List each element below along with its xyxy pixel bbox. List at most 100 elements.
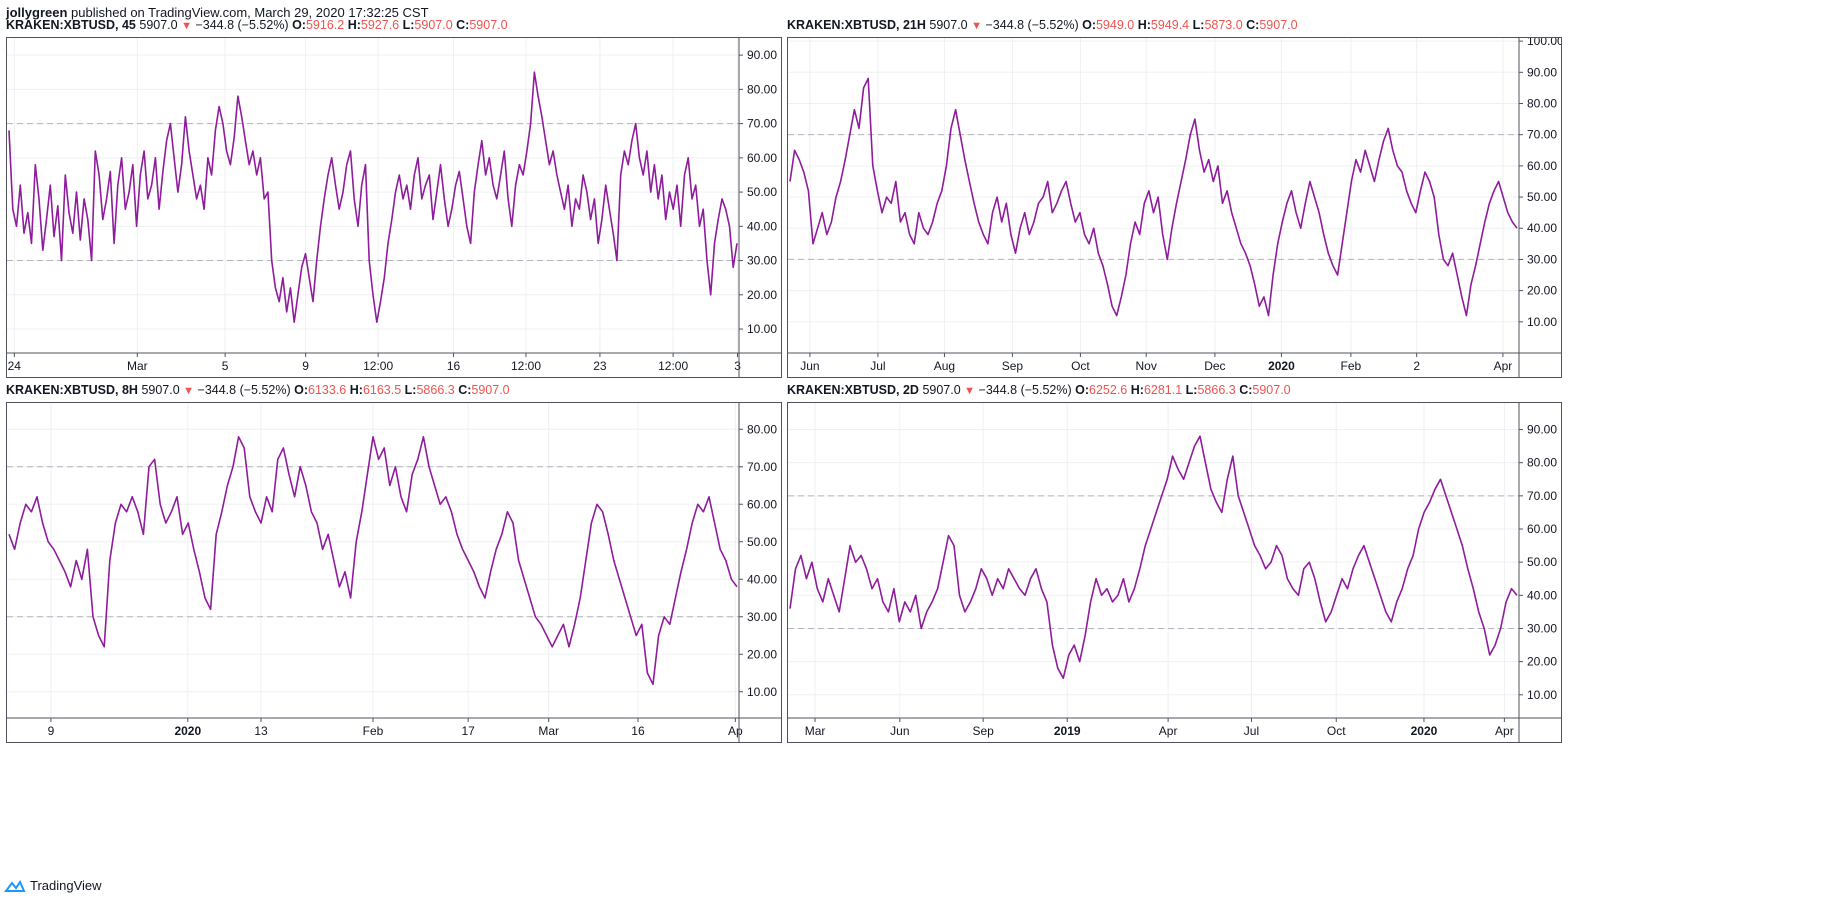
y-tick-label: 70.00 <box>1527 489 1557 503</box>
y-tick-label: 80.00 <box>1527 456 1557 470</box>
ohlc-legend: KRAKEN:XBTUSD, 45 5907.0 ▼ −344.8 (−5.52… <box>6 18 508 32</box>
y-tick-label: 40.00 <box>1527 221 1557 235</box>
y-tick-label: 50.00 <box>747 535 777 549</box>
x-tick-label: 2020 <box>1268 359 1295 373</box>
high-value: 6281.1 <box>1143 383 1183 397</box>
rsi-series-line[interactable] <box>789 77 1518 317</box>
x-tick-label: Oct <box>1327 724 1346 738</box>
high-value: 6163.5 <box>362 383 402 397</box>
last-price: 5907.0 <box>929 18 968 32</box>
price-change: −344.8 (−5.52%) <box>985 18 1079 32</box>
y-tick-label: 20.00 <box>747 288 777 302</box>
close-value: 5907.0 <box>1252 383 1291 397</box>
y-tick-label: 40.00 <box>1527 588 1557 602</box>
price-change: −344.8 (−5.52%) <box>195 18 289 32</box>
x-tick-label: Jun <box>890 724 909 738</box>
last-price: 5907.0 <box>139 18 178 32</box>
high-value: 5949.4 <box>1150 18 1190 32</box>
y-tick-label: 20.00 <box>747 647 777 661</box>
x-tick-label: 2020 <box>174 724 201 738</box>
publish-info: published on TradingView.com, March 29, … <box>71 5 429 20</box>
rsi-series-line[interactable] <box>8 71 738 324</box>
y-tick-label: 30.00 <box>747 254 777 268</box>
last-price: 5907.0 <box>922 383 961 397</box>
y-tick-label: 30.00 <box>1527 621 1557 635</box>
x-tick-label: Mar <box>805 724 826 738</box>
y-tick-label: 30.00 <box>747 610 777 624</box>
x-tick-label: Apr <box>1159 724 1178 738</box>
x-tick-label: Sep <box>1002 359 1024 373</box>
chart-area[interactable]: Jun Jul Aug Sep Oct Nov Dec 2020 Feb 2 Apr 100.00 90… <box>787 37 1562 378</box>
x-tick-label: 2 <box>1413 359 1420 373</box>
x-tick-label: 12:00 <box>658 359 688 373</box>
y-tick-label: 60.00 <box>747 497 777 511</box>
open-value: 5916.2 <box>305 18 345 32</box>
price-change: −344.8 (−5.52%) <box>978 383 1072 397</box>
low-value: 5907.0 <box>414 18 453 32</box>
x-tick-label: 16 <box>447 359 461 373</box>
y-tick-label: 60.00 <box>747 151 777 165</box>
down-triangle-icon: ▼ <box>181 20 192 32</box>
low-value: 5866.3 <box>416 383 455 397</box>
chart-panel-2: KRAKEN:XBTUSD, 21H 5907.0 ▼ −344.8 (−5.5… <box>787 18 1562 378</box>
x-tick-label: 12:00 <box>511 359 541 373</box>
y-tick-label: 20.00 <box>1527 284 1557 298</box>
y-tick-label: 20.00 <box>1527 655 1557 669</box>
chart-panel-1: KRAKEN:XBTUSD, 45 5907.0 ▼ −344.8 (−5.52… <box>6 18 782 378</box>
x-tick-label: 3 <box>734 359 741 373</box>
down-triangle-icon: ▼ <box>971 20 982 32</box>
x-tick-label: Apr <box>1495 724 1514 738</box>
price-change: −344.8 (−5.52%) <box>197 383 291 397</box>
y-tick-label: 10.00 <box>1527 688 1557 702</box>
x-tick-label: Apr <box>1494 359 1513 373</box>
rsi-series-line[interactable] <box>8 435 738 686</box>
chart-panel-3: KRAKEN:XBTUSD, 8H 5907.0 ▼ −344.8 (−5.52… <box>6 383 782 743</box>
y-tick-label: 50.00 <box>1527 190 1557 204</box>
y-tick-label: 80.00 <box>1527 96 1557 110</box>
brand-label: TradingView <box>30 878 102 893</box>
open-value: 5949.0 <box>1095 18 1135 32</box>
chart-area[interactable]: 9 2020 13 Feb 17 Mar 16 Ap 80.00 70.00 60.00 50.00 4… <box>6 402 782 743</box>
x-tick-label: 2020 <box>1411 724 1438 738</box>
x-tick-label: 2019 <box>1054 724 1081 738</box>
y-tick-label: 70.00 <box>1527 128 1557 142</box>
y-tick-label: 40.00 <box>747 219 777 233</box>
ohlc-legend: KRAKEN:XBTUSD, 21H 5907.0 ▼ −344.8 (−5.5… <box>787 18 1298 32</box>
symbol-label[interactable]: KRAKEN:XBTUSD, 2D <box>787 383 919 397</box>
symbol-label[interactable]: KRAKEN:XBTUSD, 21H <box>787 18 926 32</box>
y-tick-label: 40.00 <box>747 572 777 586</box>
down-triangle-icon: ▼ <box>183 385 195 397</box>
symbol-label[interactable]: KRAKEN:XBTUSD, 8H <box>6 383 138 397</box>
author-name[interactable]: jollygreen <box>6 5 68 20</box>
y-tick-label: 50.00 <box>747 185 777 199</box>
x-tick-label: 13 <box>254 724 268 738</box>
y-tick-label: 60.00 <box>1527 522 1557 536</box>
y-tick-label: 90.00 <box>1527 65 1557 79</box>
low-value: 5873.0 <box>1204 18 1243 32</box>
x-tick-label: Feb <box>1341 359 1362 373</box>
x-tick-label: Mar <box>538 724 559 738</box>
x-tick-label: 12:00 <box>363 359 393 373</box>
x-tick-label: Mar <box>127 359 148 373</box>
tradingview-cloud-icon <box>4 879 26 892</box>
down-triangle-icon: ▼ <box>964 385 976 397</box>
x-tick-label: Ap <box>728 724 743 738</box>
y-tick-label: 80.00 <box>747 82 777 96</box>
chart-panel-4: KRAKEN:XBTUSD, 2D 5907.0 ▼ −344.8 (−5.52… <box>787 383 1562 743</box>
x-tick-label: 16 <box>631 724 645 738</box>
chart-area[interactable]: Mar Jun Sep 2019 Apr Jul Oct 2020 Apr 90.00 80.00 7… <box>787 402 1562 743</box>
tradingview-logo[interactable]: TradingView <box>4 878 102 893</box>
y-tick-label: 30.00 <box>1527 252 1557 266</box>
x-tick-label: Oct <box>1071 359 1090 373</box>
chart-area[interactable]: 24 Mar 5 9 12:00 16 12:00 23 12:00 3 90.00 80.00 70.… <box>6 37 782 378</box>
close-value: 5907.0 <box>469 18 508 32</box>
y-tick-label: 70.00 <box>747 117 777 131</box>
symbol-label[interactable]: KRAKEN:XBTUSD, 45 <box>6 18 136 32</box>
chart-svg: Mar Jun Sep 2019 Apr Jul Oct 2020 Apr 90.00 80.00 7… <box>788 403 1561 742</box>
rsi-series-line[interactable] <box>789 435 1518 680</box>
y-tick-label: 60.00 <box>1527 159 1557 173</box>
x-tick-label: Feb <box>363 724 384 738</box>
last-price: 5907.0 <box>141 383 180 397</box>
open-value: 6252.6 <box>1089 383 1128 397</box>
y-tick-label: 10.00 <box>747 685 777 699</box>
